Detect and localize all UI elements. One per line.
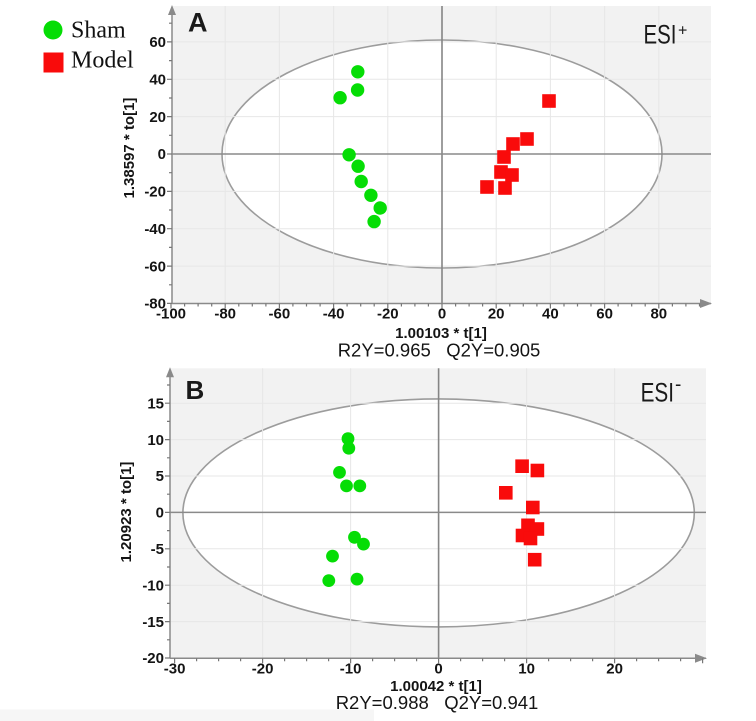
svg-text:-20: -20 (144, 184, 166, 201)
svg-text:20: 20 (149, 109, 166, 126)
svg-text:ESI-: ESI- (641, 374, 682, 407)
svg-text:1.20923 * to[1]: 1.20923 * to[1] (118, 462, 135, 563)
svg-text:0: 0 (438, 306, 446, 323)
svg-text:80: 80 (650, 306, 667, 323)
svg-text:15: 15 (147, 395, 164, 412)
svg-text:-40: -40 (144, 221, 166, 238)
svg-text:Sham: Sham (71, 18, 126, 44)
svg-text:5: 5 (156, 468, 164, 485)
svg-text:-20: -20 (377, 306, 399, 323)
svg-text:-5: -5 (151, 541, 164, 558)
svg-text:40: 40 (542, 306, 559, 323)
svg-text:1.38597 * to[1]: 1.38597 * to[1] (121, 98, 138, 199)
svg-text:0: 0 (434, 661, 442, 678)
svg-text:B: B (186, 375, 205, 405)
svg-text:10: 10 (147, 432, 164, 449)
svg-text:R2Y=0.965 Q2Y=0.905: R2Y=0.965 Q2Y=0.905 (338, 340, 541, 361)
svg-text:-30: -30 (164, 661, 186, 678)
svg-text:0: 0 (156, 505, 164, 522)
svg-text:10: 10 (518, 661, 535, 678)
svg-text:-80: -80 (144, 296, 166, 313)
svg-text:R2Y=0.988 Q2Y=0.941: R2Y=0.988 Q2Y=0.941 (336, 692, 539, 713)
svg-text:-10: -10 (142, 577, 164, 594)
svg-text:-15: -15 (142, 614, 164, 631)
svg-text:Model: Model (71, 48, 134, 74)
svg-text:-40: -40 (323, 306, 345, 323)
svg-text:-20: -20 (142, 650, 164, 667)
svg-text:1.00042 * t[1]: 1.00042 * t[1] (390, 678, 482, 695)
svg-text:ESI+: ESI+ (644, 20, 688, 50)
svg-text:1.00103 * t[1]: 1.00103 * t[1] (395, 325, 487, 342)
svg-text:20: 20 (488, 306, 505, 323)
svg-text:60: 60 (596, 306, 613, 323)
svg-text:A: A (188, 7, 208, 37)
svg-text:-100: -100 (156, 306, 186, 323)
svg-text:-60: -60 (144, 258, 166, 275)
svg-text:20: 20 (606, 661, 623, 678)
svg-text:40: 40 (149, 72, 166, 89)
svg-text:60: 60 (149, 34, 166, 51)
svg-text:-80: -80 (214, 306, 236, 323)
svg-text:-20: -20 (252, 661, 274, 678)
svg-text:-60: -60 (269, 306, 291, 323)
svg-text:-10: -10 (340, 661, 362, 678)
svg-text:0: 0 (158, 146, 166, 163)
